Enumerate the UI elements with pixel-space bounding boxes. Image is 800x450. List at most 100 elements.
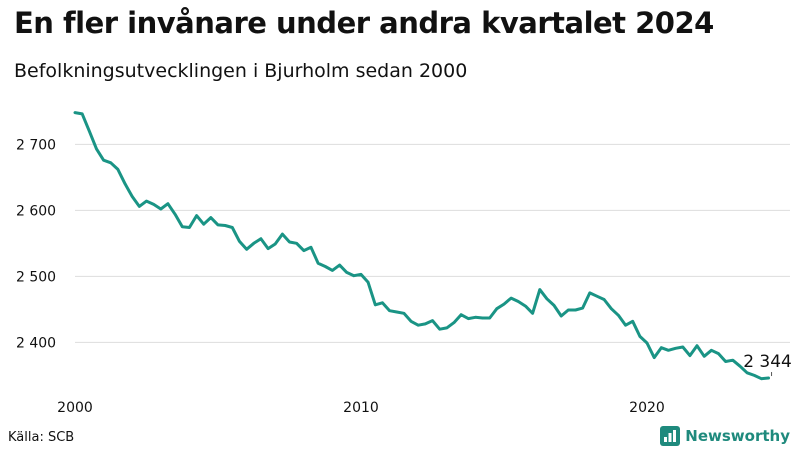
chart-title: En fler invånare under andra kvartalet 2… (14, 6, 714, 40)
data-point (445, 326, 448, 330)
data-point (388, 309, 391, 312)
end-value-label: 2 344 (743, 352, 792, 372)
data-point (567, 308, 570, 312)
data-point (145, 199, 148, 203)
data-point (481, 316, 484, 320)
data-point (302, 249, 305, 252)
y-tick-label: 2 500 (16, 269, 56, 285)
brand-name: Newsworthy (685, 427, 790, 445)
bar-chart-icon (660, 426, 681, 446)
data-point (431, 319, 434, 322)
data-point (374, 303, 377, 306)
data-point (681, 345, 684, 349)
population-series-line (73, 111, 770, 381)
data-point (352, 274, 356, 277)
data-point (560, 314, 563, 318)
data-point (159, 207, 162, 211)
data-point (624, 324, 627, 327)
data-point (703, 355, 706, 358)
data-point (73, 111, 77, 114)
data-point (395, 310, 398, 314)
data-point (88, 129, 91, 133)
y-tick-label: 2 400 (16, 335, 56, 351)
data-point (274, 242, 277, 246)
data-point (359, 273, 363, 276)
data-point (209, 216, 213, 219)
data-point (660, 346, 663, 349)
data-point (545, 297, 549, 301)
data-point (80, 112, 84, 116)
data-point (216, 223, 220, 227)
data-point (288, 240, 291, 244)
data-point (345, 271, 348, 274)
data-point (331, 269, 334, 272)
data-point (102, 158, 105, 162)
data-point (338, 263, 341, 267)
data-point (402, 312, 406, 315)
data-point (238, 240, 241, 243)
y-tick-label: 2 600 (16, 203, 56, 219)
data-point (588, 291, 591, 295)
data-point (724, 360, 727, 363)
data-point (231, 226, 234, 229)
data-point (760, 377, 763, 380)
data-point (452, 321, 456, 324)
data-point (459, 313, 463, 316)
chart-subtitle: Befolkningsutvecklingen i Bjurholm sedan… (14, 60, 468, 82)
data-point (688, 354, 692, 357)
source-note: Källa: SCB (8, 430, 75, 445)
data-point (610, 307, 613, 310)
x-tick-label: 2010 (343, 400, 379, 416)
data-point (409, 320, 413, 323)
data-point (745, 371, 749, 374)
data-point (509, 296, 513, 300)
x-tick-label: 2020 (629, 400, 665, 416)
data-point (753, 374, 756, 377)
data-point (574, 308, 577, 312)
data-point (295, 242, 298, 245)
data-point (424, 322, 427, 326)
data-point (381, 301, 384, 304)
data-point (652, 356, 656, 359)
data-point (252, 242, 255, 245)
data-point (166, 202, 170, 205)
data-point (631, 320, 634, 323)
data-point (281, 232, 284, 236)
data-point (316, 261, 320, 265)
data-point (531, 312, 534, 315)
data-point (595, 294, 599, 298)
data-point (438, 327, 441, 331)
data-point (488, 316, 491, 320)
data-point (245, 248, 248, 251)
data-point (517, 300, 520, 303)
data-point (524, 304, 527, 308)
data-point (581, 306, 584, 310)
y-tick-label: 2 700 (16, 137, 56, 153)
data-point (417, 324, 420, 327)
data-point (767, 376, 770, 380)
data-point (645, 341, 649, 345)
data-point (109, 161, 112, 164)
x-tick-label: 2000 (57, 400, 93, 416)
data-point (467, 317, 470, 320)
data-point (710, 349, 713, 352)
brand-logo[interactable]: Newsworthy (660, 426, 790, 446)
data-point (309, 246, 313, 249)
data-point (202, 223, 205, 226)
data-point (324, 265, 327, 268)
data-point (638, 335, 642, 338)
data-point (259, 237, 263, 240)
data-point (95, 147, 98, 151)
data-point (173, 213, 177, 216)
data-point (667, 349, 670, 352)
data-point (674, 347, 677, 350)
data-point (731, 359, 734, 362)
data-point (366, 281, 370, 284)
data-point (474, 316, 477, 319)
data-point (131, 195, 134, 198)
data-point (116, 168, 120, 171)
data-point (195, 214, 198, 217)
data-point (602, 298, 606, 301)
data-point (223, 224, 227, 227)
